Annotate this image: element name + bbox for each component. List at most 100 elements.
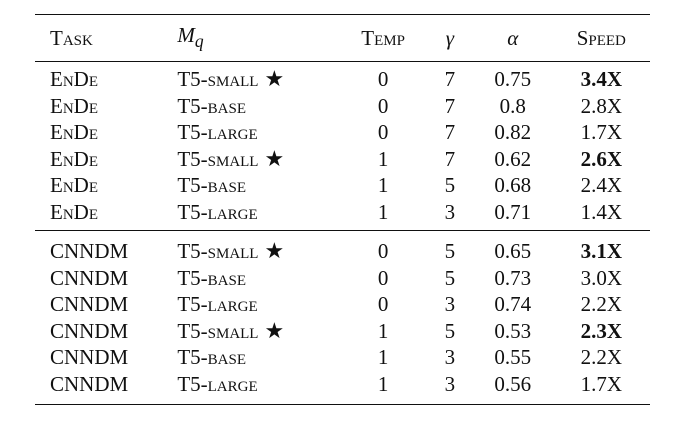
model-name: T5-base (177, 265, 246, 290)
cell-model: T5-large (177, 199, 339, 231)
cell-gamma: 3 (444, 292, 456, 316)
cell-gamma: 7 (444, 120, 456, 144)
star-icon: ★ (264, 238, 285, 263)
cell-task: CNNDM (50, 345, 129, 369)
cell-alpha: 0.8 (499, 93, 526, 118)
header-model: Mq (177, 15, 339, 62)
cell-model: T5-small ★ (177, 62, 339, 93)
cell-gamma: 5 (444, 318, 456, 343)
cell-model: T5-small ★ (177, 146, 339, 173)
cell-temp: 0 (377, 120, 389, 144)
cell-gamma: 7 (444, 93, 456, 118)
cell-temp: 0 (377, 292, 389, 316)
table-row: CNNDM T5-base 1 3 0.55 2.2X (35, 344, 650, 371)
cell-task: CNNDM (50, 371, 129, 396)
cell-model: T5-base (177, 265, 339, 292)
model-name: T5-small (177, 318, 259, 343)
cell-model: T5-base (177, 172, 339, 199)
table-group-ende: EnDe T5-small ★ 0 7 0.75 3.4X EnDe T5-base 0 7 0.8 2… (35, 62, 650, 231)
table-row: EnDe T5-large 0 7 0.82 1.7X (35, 119, 650, 146)
table-row: CNNDM T5-small ★ 1 5 0.53 2.3X (35, 318, 650, 345)
cell-speed: 2.8X (580, 93, 622, 118)
cell-alpha: 0.68 (494, 173, 532, 197)
table-row: CNNDM T5-large 1 3 0.56 1.7X (35, 371, 650, 405)
cell-speed: 2.6X (580, 146, 622, 171)
model-name: T5-base (177, 173, 246, 197)
cell-speed: 3.4X (580, 67, 622, 91)
star-icon: ★ (264, 317, 285, 343)
cell-speed: 2.4X (580, 173, 622, 197)
cell-gamma: 3 (444, 371, 456, 396)
header-temp: Temp (361, 25, 405, 50)
cell-task: EnDe (50, 146, 98, 171)
cell-temp: 0 (377, 67, 389, 91)
cell-task: EnDe (50, 199, 98, 224)
cell-speed: 2.2X (580, 345, 622, 369)
cell-gamma: 7 (444, 67, 456, 91)
cell-task: CNNDM (50, 318, 129, 343)
cell-alpha: 0.53 (494, 318, 532, 343)
cell-alpha: 0.73 (494, 265, 532, 290)
model-name: T5-base (177, 345, 246, 369)
header-task: Task (50, 25, 93, 50)
cell-alpha: 0.82 (494, 120, 532, 144)
cell-speed: 1.7X (580, 120, 622, 144)
table-row: EnDe T5-small ★ 0 7 0.75 3.4X (35, 62, 650, 93)
cell-model: T5-base (177, 93, 339, 120)
table-row: EnDe T5-base 1 5 0.68 2.4X (35, 172, 650, 199)
model-name: T5-large (177, 199, 258, 224)
table-row: CNNDM T5-large 0 3 0.74 2.2X (35, 291, 650, 318)
model-name: T5-small (177, 146, 259, 171)
table-header: Task Mq Temp γ α Speed (35, 14, 650, 62)
cell-temp: 1 (377, 345, 389, 369)
header-model-base: M (177, 22, 195, 47)
cell-temp: 1 (377, 146, 389, 171)
cell-alpha: 0.75 (494, 67, 532, 91)
cell-gamma: 3 (444, 199, 456, 224)
cell-temp: 0 (377, 265, 389, 290)
header-model-sub: q (194, 30, 204, 51)
cell-model: T5-small ★ (177, 318, 339, 345)
header-alpha: α (507, 25, 519, 50)
cell-speed: 2.2X (580, 292, 622, 316)
cell-speed: 3.1X (580, 239, 622, 263)
header-gamma: γ (445, 25, 455, 50)
cell-gamma: 5 (444, 173, 456, 197)
cell-temp: 1 (377, 371, 389, 396)
cell-task: EnDe (50, 120, 98, 144)
table-group-cnndm: CNNDM T5-small ★ 0 5 0.65 3.1X CNNDM T5-base 0 5 0.… (35, 231, 650, 405)
cell-alpha: 0.56 (494, 371, 532, 396)
cell-task: CNNDM (50, 292, 129, 316)
cell-temp: 0 (377, 239, 389, 263)
model-name: T5-base (177, 93, 246, 118)
results-table: Task Mq Temp γ α Speed EnDe T5-small ★ 0 7 0.… (35, 14, 650, 405)
cell-speed: 2.3X (580, 318, 622, 343)
model-name: T5-small (177, 239, 259, 263)
cell-task: CNNDM (50, 239, 129, 263)
cell-model: T5-large (177, 371, 339, 405)
cell-model: T5-small ★ (177, 231, 339, 265)
cell-alpha: 0.71 (494, 199, 532, 224)
cell-speed: 3.0X (580, 265, 622, 290)
cell-gamma: 3 (444, 345, 456, 369)
cell-alpha: 0.62 (494, 146, 532, 171)
cell-gamma: 5 (444, 239, 456, 263)
cell-task: EnDe (50, 173, 98, 197)
cell-model: T5-large (177, 119, 339, 146)
cell-task: EnDe (50, 93, 98, 118)
cell-task: EnDe (50, 67, 98, 91)
cell-speed: 1.7X (580, 371, 622, 396)
header-row: Task Mq Temp γ α Speed (35, 14, 650, 62)
star-icon: ★ (264, 145, 285, 171)
cell-model: T5-large (177, 291, 339, 318)
model-name: T5-large (177, 292, 258, 316)
table-row: EnDe T5-small ★ 1 7 0.62 2.6X (35, 146, 650, 173)
model-name: T5-large (177, 120, 258, 144)
table-row: CNNDM T5-base 0 5 0.73 3.0X (35, 265, 650, 292)
cell-speed: 1.4X (580, 199, 622, 224)
cell-gamma: 5 (444, 265, 456, 290)
header-speed: Speed (576, 25, 626, 50)
cell-task: CNNDM (50, 265, 129, 290)
results-table-container: Task Mq Temp γ α Speed EnDe T5-small ★ 0 7 0.… (35, 14, 650, 405)
cell-temp: 1 (377, 199, 389, 224)
